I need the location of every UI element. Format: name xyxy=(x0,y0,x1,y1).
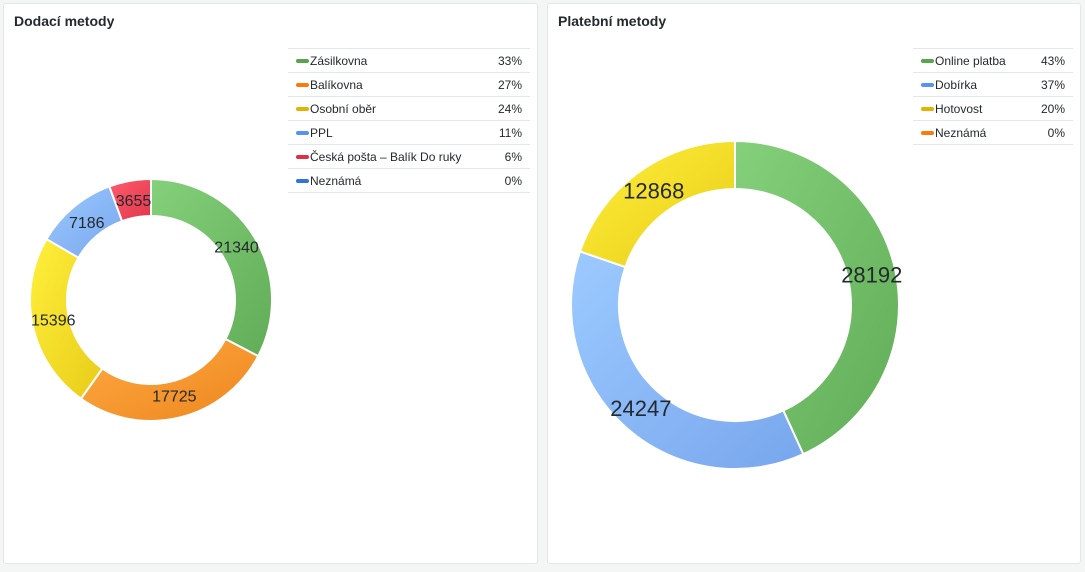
slice-value-label: 7186 xyxy=(69,215,105,232)
panel-title: Platební metody xyxy=(558,13,667,29)
legend-row[interactable]: Online platba 43% xyxy=(913,48,1073,73)
legend-label: Online platba xyxy=(935,48,1030,73)
legend-swatch xyxy=(296,131,309,136)
legend-swatch xyxy=(296,107,309,112)
legend-swatch xyxy=(921,83,934,88)
donut-slice[interactable] xyxy=(578,139,736,269)
legend-swatch xyxy=(296,59,309,64)
donut-slice[interactable] xyxy=(108,177,152,223)
legend-label: Česká pošta – Balík Do ruky xyxy=(310,144,492,169)
legend-swatch xyxy=(921,59,934,64)
legend-swatch xyxy=(296,155,309,160)
donut-slice[interactable] xyxy=(570,250,805,470)
donut-slice[interactable] xyxy=(79,337,260,422)
legend-label: Osobní oběr xyxy=(310,96,492,121)
legend-row[interactable]: Osobní oběr 24% xyxy=(288,96,530,121)
legend-row[interactable]: Balíkovna 27% xyxy=(288,72,530,97)
delivery-methods-panel: Dodací metody 21340 17725 15396 7186 3655 Zá… xyxy=(3,3,538,564)
legend-row[interactable]: Česká pošta – Balík Do ruky 6% xyxy=(288,144,530,169)
payment-methods-legend: Online platba 43% Dobírka 37% Hotovost 2… xyxy=(913,48,1073,145)
slice-value-label: 17725 xyxy=(152,389,197,406)
delivery-methods-donut-chart: 21340 17725 15396 7186 3655 xyxy=(29,177,273,422)
legend-percent: 0% xyxy=(1029,120,1073,145)
legend-row[interactable]: Neznámá 0% xyxy=(288,168,530,193)
legend-percent: 37% xyxy=(1029,72,1073,97)
legend-label: Zásilkovna xyxy=(310,48,492,73)
legend-percent: 27% xyxy=(491,72,530,97)
legend-percent: 0% xyxy=(491,168,530,193)
slice-value-label: 24247 xyxy=(610,396,671,421)
payment-methods-panel: Platební metody 28192 24247 12868 Online p… xyxy=(547,3,1081,564)
legend-swatch xyxy=(921,107,934,112)
legend-row[interactable]: Neznámá 0% xyxy=(913,120,1073,145)
slice-value-label: 28192 xyxy=(841,263,902,288)
legend-percent: 6% xyxy=(491,144,530,169)
legend-label: Neznámá xyxy=(310,168,492,193)
legend-label: Dobírka xyxy=(935,72,1030,97)
legend-percent: 43% xyxy=(1029,48,1073,73)
legend-label: Balíkovna xyxy=(310,72,492,97)
payment-methods-donut-chart: 28192 24247 12868 xyxy=(570,139,902,470)
legend-label: Neznámá xyxy=(935,120,1030,145)
delivery-methods-legend: Zásilkovna 33% Balíkovna 27% Osobní oběr… xyxy=(288,48,530,193)
legend-swatch xyxy=(921,131,934,136)
slice-value-label: 21340 xyxy=(214,240,259,257)
legend-percent: 11% xyxy=(491,120,530,145)
donut-slice[interactable] xyxy=(734,139,900,456)
legend-swatch xyxy=(296,179,309,184)
legend-percent: 33% xyxy=(491,48,530,73)
legend-label: Hotovost xyxy=(935,96,1030,121)
legend-swatch xyxy=(296,83,309,88)
legend-label: PPL xyxy=(310,120,492,145)
legend-row[interactable]: PPL 11% xyxy=(288,120,530,145)
slice-value-label: 15396 xyxy=(31,313,76,330)
donut-slice[interactable] xyxy=(150,177,273,358)
slice-value-label: 12868 xyxy=(623,178,684,203)
legend-row[interactable]: Hotovost 20% xyxy=(913,96,1073,121)
legend-row[interactable]: Zásilkovna 33% xyxy=(288,48,530,73)
panel-title: Dodací metody xyxy=(14,13,115,29)
legend-percent: 24% xyxy=(491,96,530,121)
legend-percent: 20% xyxy=(1029,96,1073,121)
slice-value-label: 3655 xyxy=(116,193,152,210)
legend-row[interactable]: Dobírka 37% xyxy=(913,72,1073,97)
